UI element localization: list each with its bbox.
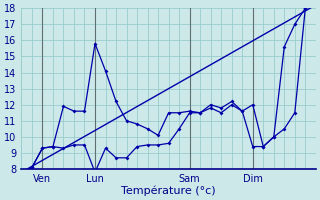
X-axis label: Température (°c): Température (°c) [121, 185, 216, 196]
